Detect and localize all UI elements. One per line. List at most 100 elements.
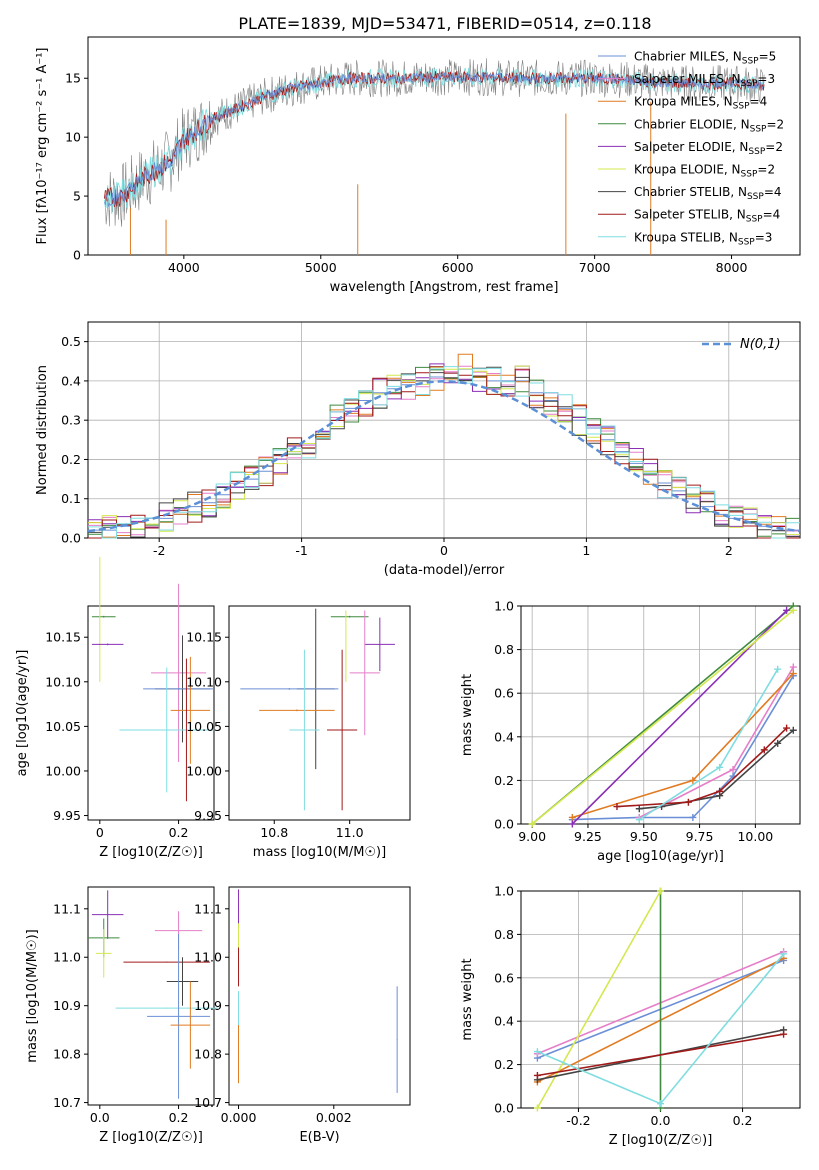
histogram-step bbox=[88, 366, 800, 539]
x-tick-label: 4000 bbox=[168, 260, 200, 275]
x-axis-label: age [log10(age/yr)] bbox=[597, 849, 724, 864]
legend-subscript: SSP bbox=[750, 124, 767, 134]
y-axis-label: mass weight bbox=[460, 958, 475, 1040]
data-marker bbox=[635, 816, 643, 824]
mass-vs-ebv-panel: 0.000 0.002 10.7 10.8 10.9 11.0 11.1 E(B-V) bbox=[194, 886, 411, 1145]
histogram-step bbox=[88, 366, 800, 539]
y-tick-label: 1.0 bbox=[494, 599, 514, 614]
y-axis-label: mass weight bbox=[460, 674, 475, 756]
legend-subscript: SSP bbox=[742, 57, 759, 67]
figure-title: PLATE=1839, MJD=53471, FIBERID=0514, z=0… bbox=[238, 14, 651, 33]
x-tick-label: -2 bbox=[153, 543, 165, 558]
y-tick-label: 0.5 bbox=[61, 334, 81, 349]
x-axis-label: Z [log10(Z/Z☉)] bbox=[609, 1133, 713, 1148]
residual-panel: -2 -1 0 1 2 0.0 0.1 0.2 0.3 0.4 0.5 (data-model)/er… bbox=[35, 321, 801, 578]
data-marker bbox=[568, 813, 576, 821]
x-axis-label: wavelength [Angstrom, rest frame] bbox=[330, 280, 559, 295]
data-marker bbox=[774, 739, 782, 747]
x-tick-label: 0.2 bbox=[169, 825, 189, 840]
x-tick-label: 9.25 bbox=[574, 829, 602, 844]
legend-subscript: SSP bbox=[746, 215, 763, 225]
mass-weight-vs-age-panel: 9.00 9.25 9.50 9.75 10.00 0.0 0.2 0.4 0.6 0.8 1.0 a… bbox=[460, 599, 801, 864]
mass-weight-vs-z-panel: -0.2 0.0 0.2 0.0 0.2 0.4 0.6 0.8 1.0 Z [log10(Z/Z… bbox=[460, 884, 801, 1148]
x-axis-label: Z [log10(Z/Z☉)] bbox=[99, 845, 203, 860]
legend-entry: Kroupa ELODIE, NSSP=2 bbox=[634, 163, 775, 180]
y-tick-label: 9.95 bbox=[53, 808, 81, 823]
y-tick-label: 0.8 bbox=[494, 642, 514, 657]
x-tick-label: 10.00 bbox=[737, 829, 773, 844]
y-tick-label: 1.0 bbox=[494, 884, 514, 899]
y-tick-label: 10.10 bbox=[45, 674, 81, 689]
y-tick-label: 10.15 bbox=[45, 630, 81, 645]
y-tick-label: 0.8 bbox=[494, 927, 514, 942]
y-tick-label: 0.1 bbox=[61, 491, 81, 506]
y-tick-label: 10.05 bbox=[186, 719, 222, 734]
y-tick-label: 10.00 bbox=[186, 763, 222, 778]
data-marker bbox=[780, 950, 788, 958]
x-tick-label: 9.00 bbox=[518, 829, 546, 844]
y-tick-label: 11.1 bbox=[53, 901, 81, 916]
data-marker bbox=[729, 766, 737, 773]
data-marker bbox=[533, 1104, 541, 1112]
y-tick-label: 10.00 bbox=[45, 763, 81, 778]
legend-subscript: SSP bbox=[748, 147, 765, 157]
y-tick-label: 0.4 bbox=[494, 729, 514, 744]
reference-legend-label: N(0,1) bbox=[740, 337, 781, 352]
y-tick-label: 0.6 bbox=[494, 686, 514, 701]
data-marker bbox=[783, 606, 791, 614]
legend-entry: Chabrier ELODIE, NSSP=2 bbox=[634, 117, 784, 134]
plot-frame bbox=[87, 886, 215, 1106]
legend-subscript: SSP bbox=[733, 102, 750, 112]
y-tick-label: 10.7 bbox=[194, 1095, 222, 1110]
x-tick-label: 9.75 bbox=[686, 829, 714, 844]
y-axis-label: mass [log10(M/M☉)] bbox=[25, 929, 40, 1062]
y-tick-label: 5 bbox=[73, 189, 81, 204]
y-tick-label: 11.1 bbox=[194, 901, 222, 916]
y-tick-label: 0.4 bbox=[494, 1014, 514, 1029]
y-tick-label: 0.0 bbox=[494, 1101, 514, 1116]
plot-frame bbox=[520, 605, 801, 825]
y-tick-label: 0.0 bbox=[494, 817, 514, 832]
data-marker bbox=[533, 1071, 541, 1079]
y-tick-label: 0.2 bbox=[494, 773, 514, 788]
y-tick-label: 11.0 bbox=[194, 950, 222, 965]
x-tick-label: 2 bbox=[725, 543, 733, 558]
data-marker bbox=[568, 820, 576, 828]
data-marker bbox=[760, 746, 768, 754]
legend-count: =2 bbox=[766, 117, 784, 131]
y-tick-label: 10.9 bbox=[53, 998, 81, 1013]
plot-frame bbox=[228, 886, 411, 1106]
y-tick-label: 9.95 bbox=[194, 808, 222, 823]
x-axis-label: E(B-V) bbox=[299, 1130, 339, 1145]
data-marker bbox=[774, 665, 782, 673]
data-marker bbox=[783, 724, 791, 732]
spectrum-panel: 4000 5000 6000 7000 8000 0 5 10 15 wavelength [An… bbox=[35, 36, 801, 295]
x-tick-label: 6000 bbox=[442, 260, 474, 275]
mass-weight-line bbox=[616, 727, 788, 808]
y-axis-label: Flux [fλ10⁻¹⁷ erg cm⁻² s⁻¹ A⁻¹] bbox=[35, 48, 50, 245]
legend-subscript: SSP bbox=[741, 79, 758, 89]
data-marker bbox=[528, 820, 536, 828]
x-tick-label: -0.2 bbox=[566, 1113, 590, 1128]
x-tick-label: 0 bbox=[440, 543, 448, 558]
y-tick-label: 15 bbox=[65, 71, 81, 86]
data-marker bbox=[689, 776, 697, 784]
legend-count: =4 bbox=[750, 95, 768, 109]
legend-subscript: SSP bbox=[741, 170, 758, 180]
y-tick-label: 10.15 bbox=[186, 630, 222, 645]
y-tick-label: 10 bbox=[65, 130, 81, 145]
legend-entry: Salpeter STELIB, NSSP=4 bbox=[634, 208, 780, 225]
legend-count: =3 bbox=[757, 72, 775, 86]
plot-frame bbox=[87, 36, 801, 256]
data-marker bbox=[613, 803, 621, 811]
x-tick-label: 9.50 bbox=[630, 829, 658, 844]
legend-count: =5 bbox=[759, 50, 777, 64]
spectrum-legend: Chabrier MILES, NSSP=5 Salpeter MILES, NS… bbox=[598, 50, 784, 247]
data-marker bbox=[684, 798, 692, 806]
y-tick-label: 11.0 bbox=[53, 950, 81, 965]
residual-legend: N(0,1) bbox=[702, 337, 781, 352]
y-tick-label: 0 bbox=[73, 248, 81, 263]
y-axis-label: Normed distribution bbox=[35, 365, 50, 495]
x-tick-label: 0.002 bbox=[316, 1110, 352, 1125]
data-marker bbox=[789, 726, 797, 734]
